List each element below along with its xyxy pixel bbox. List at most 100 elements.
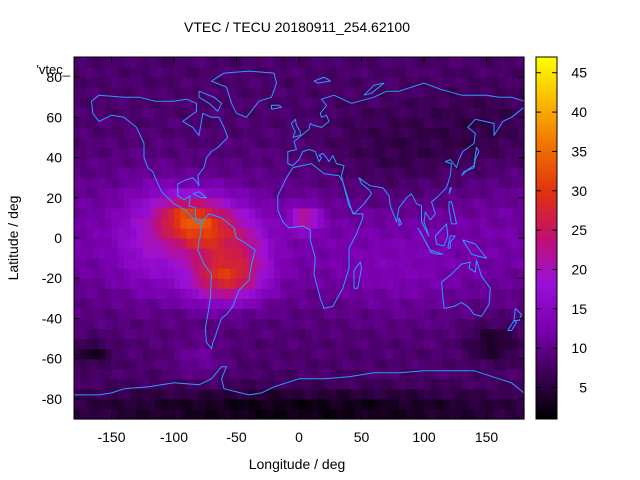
heatmap-cell: [261, 227, 269, 239]
heatmap-cell: [342, 167, 350, 179]
heatmap-cell: [80, 187, 88, 199]
heatmap-cell: [505, 318, 513, 330]
heatmap-cell: [317, 298, 325, 309]
heatmap-cell: [336, 318, 344, 330]
heatmap-cell: [517, 67, 525, 78]
heatmap-cell: [342, 278, 350, 289]
heatmap-cell: [180, 97, 188, 108]
heatmap-cell: [405, 288, 413, 299]
heatmap-cell: [261, 278, 269, 289]
heatmap-cell: [92, 288, 100, 299]
heatmap-cell: [180, 217, 188, 229]
heatmap-cell: [511, 57, 519, 68]
heatmap-cell: [236, 57, 244, 68]
heatmap-cell: [324, 368, 331, 380]
heatmap-cell: [436, 388, 444, 400]
heatmap-cell: [311, 318, 319, 330]
heatmap-cell: [274, 67, 281, 78]
heatmap-cell: [399, 207, 406, 219]
heatmap-cell: [505, 368, 513, 380]
heatmap-cell: [242, 147, 250, 159]
heatmap-cell: [336, 207, 344, 219]
heatmap-cell: [411, 207, 419, 219]
heatmap-cell: [430, 217, 438, 229]
heatmap-cell: [280, 408, 288, 420]
heatmap-cell: [392, 147, 400, 159]
heatmap-cell: [361, 288, 369, 299]
heatmap-cell: [336, 298, 344, 309]
heatmap-cell: [267, 408, 275, 420]
heatmap-cell: [349, 107, 356, 118]
heatmap-cell: [105, 248, 113, 259]
heatmap-cell: [442, 268, 450, 279]
heatmap-cell: [386, 177, 394, 189]
heatmap-cell: [411, 258, 419, 269]
heatmap-cell: [149, 197, 156, 209]
heatmap-cell: [74, 77, 81, 88]
heatmap-cell: [430, 328, 438, 340]
heatmap-cell: [461, 217, 469, 229]
heatmap-cell: [261, 207, 269, 219]
heatmap-cell: [199, 408, 206, 420]
heatmap-cell: [217, 368, 225, 380]
heatmap-cell: [192, 177, 200, 189]
heatmap-cell: [186, 77, 194, 88]
heatmap-cell: [267, 57, 275, 68]
heatmap-cell: [267, 167, 275, 179]
heatmap-cell: [161, 288, 169, 299]
heatmap-cell: [261, 137, 269, 149]
heatmap-cell: [336, 147, 344, 159]
heatmap-cell: [211, 67, 219, 78]
heatmap-cell: [261, 358, 269, 370]
heatmap-cell: [467, 328, 475, 340]
heatmap-cell: [205, 238, 213, 249]
heatmap-cell: [430, 167, 438, 179]
heatmap-cell: [449, 388, 456, 400]
coastline-new-guinea: [462, 239, 487, 259]
heatmap-cell: [317, 338, 325, 350]
heatmap-cell: [486, 147, 494, 159]
heatmap-cell: [392, 177, 400, 189]
heatmap-cell: [517, 147, 525, 159]
heatmap-cell: [80, 268, 88, 279]
heatmap-cell: [299, 137, 306, 149]
heatmap-cell: [105, 67, 113, 78]
heatmap-cell: [117, 348, 125, 360]
heatmap-cell: [149, 328, 156, 340]
heatmap-cell: [399, 77, 406, 88]
heatmap-cell: [280, 227, 288, 239]
heatmap-cell: [292, 57, 300, 68]
heatmap-cell: [199, 338, 206, 350]
heatmap-cell: [217, 107, 225, 118]
heatmap-cell: [92, 207, 100, 219]
heatmap-cell: [405, 398, 413, 410]
heatmap-cell: [136, 338, 144, 350]
heatmap-cell: [242, 137, 250, 149]
heatmap-cell: [449, 318, 456, 330]
heatmap-cell: [317, 167, 325, 179]
heatmap-cell: [224, 127, 231, 139]
heatmap-cell: [86, 167, 94, 179]
heatmap-cell: [367, 348, 375, 360]
heatmap-cell: [230, 57, 238, 68]
heatmap-cell: [474, 57, 481, 68]
heatmap-cell: [99, 258, 106, 269]
heatmap-cell: [92, 107, 100, 118]
heatmap-cell: [267, 378, 275, 390]
heatmap-cell: [336, 378, 344, 390]
heatmap-cell: [361, 258, 369, 269]
heatmap-cell: [186, 268, 194, 279]
heatmap-cell: [124, 328, 131, 340]
heatmap-cell: [330, 358, 338, 370]
heatmap-cell: [192, 217, 200, 229]
heatmap-cell: [511, 217, 519, 229]
heatmap-cell: [161, 278, 169, 289]
heatmap-cell: [205, 187, 213, 199]
heatmap-cell: [267, 278, 275, 289]
heatmap-cell: [149, 117, 156, 128]
heatmap-cell: [80, 388, 88, 400]
heatmap-cell: [455, 177, 463, 189]
heatmap-cell: [511, 167, 519, 179]
heatmap-cell: [405, 107, 413, 118]
heatmap-cell: [255, 298, 263, 309]
